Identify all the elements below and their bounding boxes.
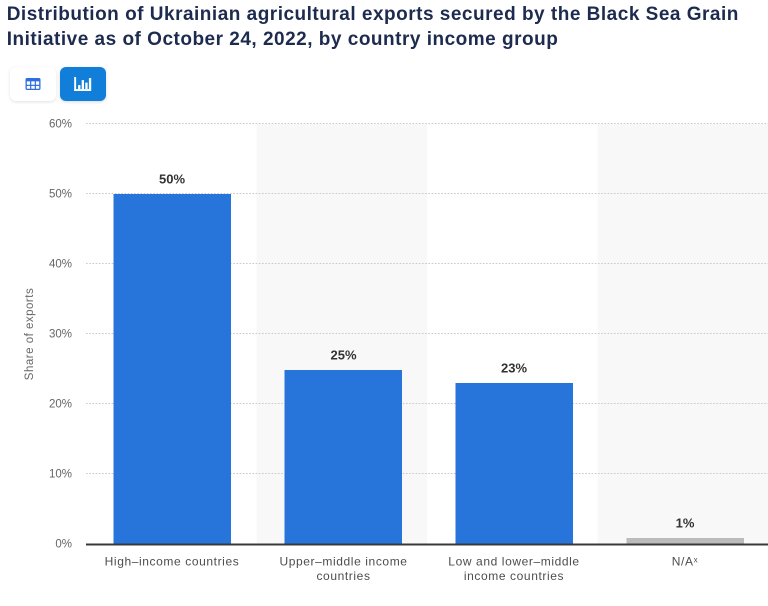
- svg-text:60%: 60%: [49, 119, 72, 131]
- svg-text:50%: 50%: [159, 172, 185, 187]
- svg-text:Upper–middle income: Upper–middle income: [279, 555, 407, 569]
- svg-text:23%: 23%: [501, 361, 527, 376]
- svg-text:30%: 30%: [49, 329, 72, 341]
- svg-text:Low and lower–middle: Low and lower–middle: [448, 555, 579, 569]
- svg-text:25%: 25%: [330, 348, 356, 363]
- svg-text:income countries: income countries: [464, 569, 564, 583]
- svg-text:countries: countries: [316, 569, 370, 583]
- svg-text:1%: 1%: [676, 516, 695, 531]
- svg-text:N/Ax: N/Ax: [672, 555, 698, 569]
- svg-text:0%: 0%: [55, 539, 72, 551]
- svg-text:Share of exports: Share of exports: [24, 288, 36, 380]
- svg-text:50%: 50%: [49, 189, 72, 201]
- svg-text:High–income countries: High–income countries: [105, 555, 240, 569]
- svg-text:10%: 10%: [49, 469, 72, 481]
- svg-text:20%: 20%: [49, 399, 72, 411]
- svg-text:40%: 40%: [49, 259, 72, 271]
